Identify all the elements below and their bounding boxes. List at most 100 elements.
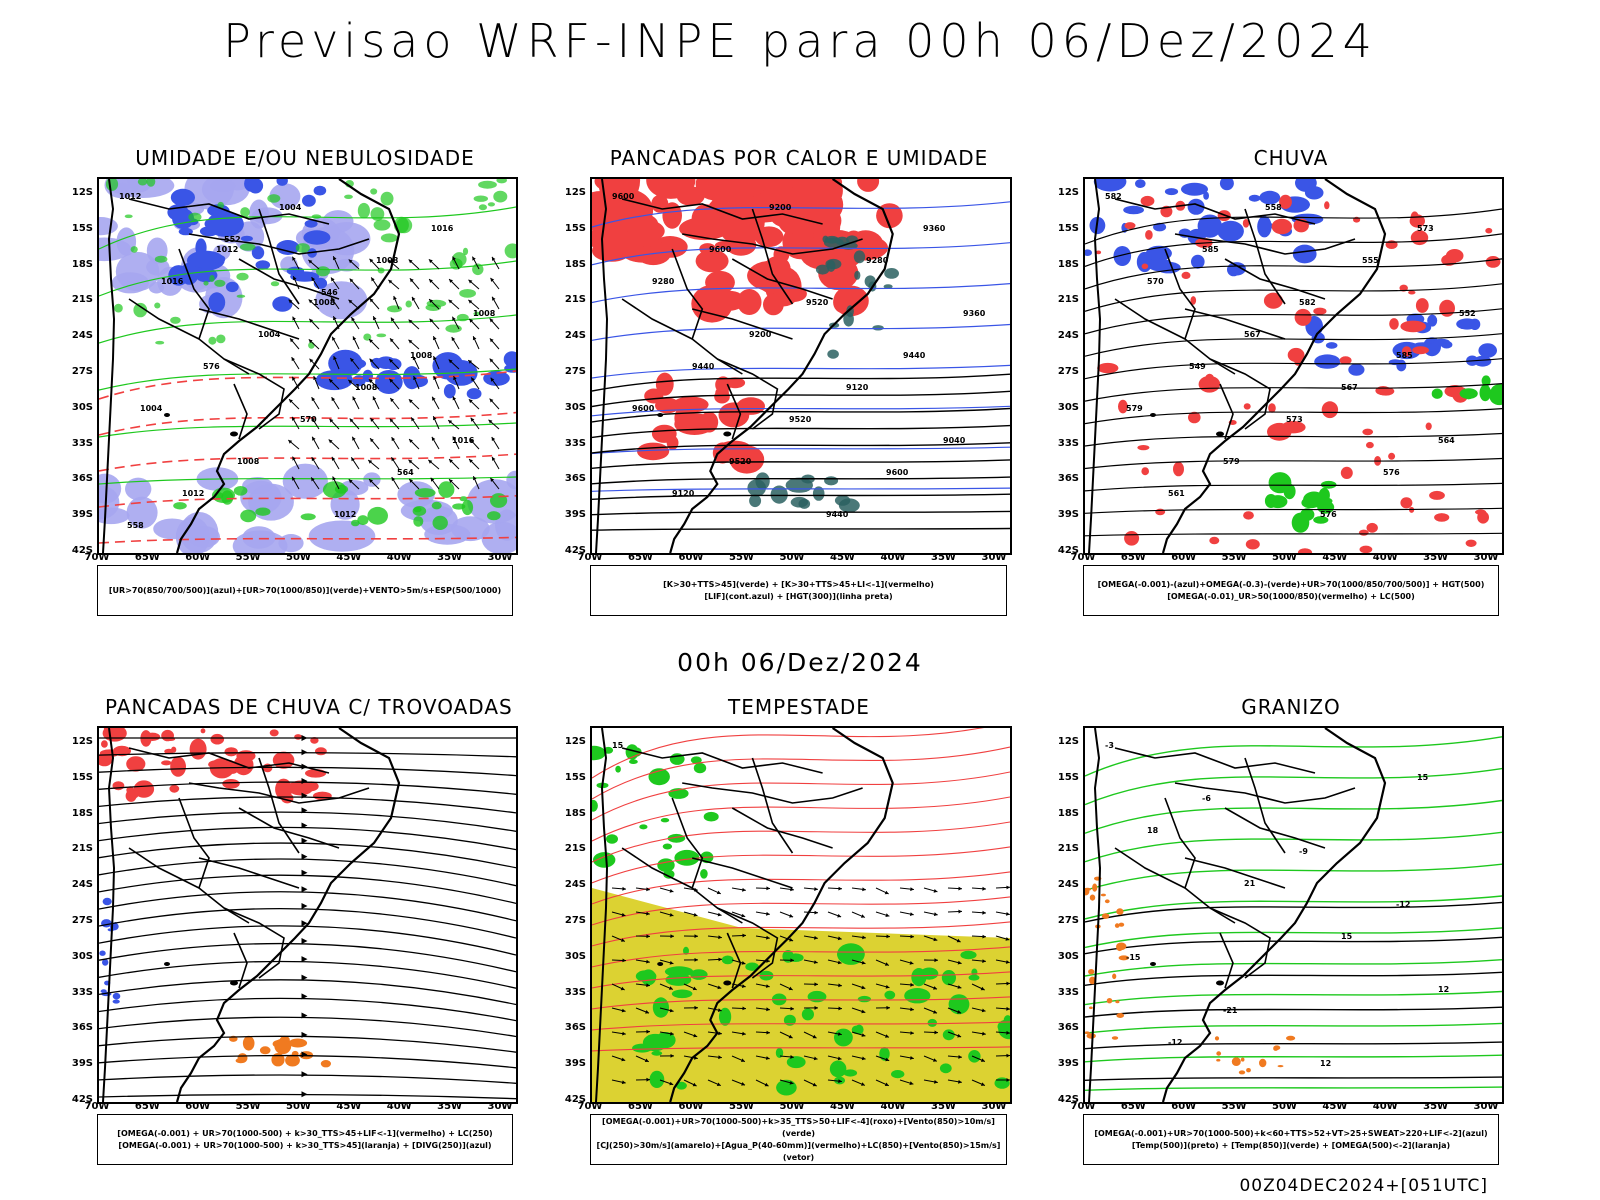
contour-label: 558 [127, 521, 144, 530]
longitude-tick-label: 40W [880, 1101, 906, 1112]
longitude-tick-label: 50W [779, 1101, 805, 1112]
contour-label: 570 [1147, 277, 1164, 286]
longitude-tick-label: 35W [1423, 1101, 1449, 1112]
contour-label: 582 [1105, 192, 1122, 201]
contour-label: 9600 [709, 245, 732, 254]
wind-850-green-north [592, 744, 719, 879]
latitude-tick-label: 30S [564, 950, 586, 962]
latitude-tick-label: 27S [1057, 915, 1079, 926]
longitude-tick-label: 40W [1372, 552, 1398, 563]
map-area [97, 726, 518, 1104]
longitude-tick-label: 70W [1070, 552, 1096, 563]
contour-label: 1008 [410, 351, 433, 360]
contour-label: 579 [1126, 404, 1143, 413]
longitude-tick-label: 50W [779, 552, 805, 563]
contour-label: 9600 [632, 404, 655, 413]
legend-line: [OMEGA(-0.001)+UR>70(1000-500)+k>35_TTS>… [602, 1116, 995, 1138]
contour-label: -6 [1202, 794, 1211, 803]
longitude-tick-label: 40W [1372, 1101, 1398, 1112]
latitude-tick-label: 36S [1057, 473, 1079, 485]
longitude-tick-label: 40W [880, 552, 906, 563]
longitude-tick-label: 55W [235, 1101, 261, 1112]
latitude-tick-label: 33S [564, 437, 586, 449]
latitude-tick-label: 21S [564, 294, 586, 306]
latitude-tick-label: 39S [1057, 509, 1079, 521]
contour-label: 1004 [140, 404, 163, 413]
legend-line: [OMEGA(-0.001) + UR>70(1000-500) + k>30_… [118, 1140, 492, 1150]
temp850-contours [1085, 736, 1502, 1091]
panel-title: CHUVA [1253, 146, 1329, 170]
contour-labels: 15 [612, 741, 624, 750]
latitude-tick-label: 24S [1057, 330, 1079, 342]
omega-green-east [1431, 375, 1502, 406]
map-area: 1012 1012 1008 1008 1004 1008 1012 1016 1016 1004… [97, 177, 518, 555]
unstable-green-south [747, 472, 860, 513]
panel-title: GRANIZO [1241, 695, 1341, 719]
contour-label: 1012 [334, 510, 356, 519]
legend-line: [OMEGA(-0.001)-(azul)+OMEGA(-0.3)-(verde… [1097, 579, 1485, 589]
longitude-tick-label: 60W [185, 552, 211, 563]
longitude-tick-label: 40W [386, 1101, 412, 1112]
omega-red-speckles [1095, 194, 1501, 553]
contour-label: 9440 [903, 351, 926, 360]
latitude-tick-label: 15S [71, 222, 93, 234]
streamlines-250hpa [99, 735, 516, 1100]
contour-label: 1016 [452, 436, 475, 445]
contour-label: 9200 [749, 330, 772, 339]
map-area: 582 585 582 585 579 579 576 573 570 567 567 564 561 5… [1083, 177, 1504, 555]
contour-label: 21 [1244, 879, 1256, 888]
middle-date: 00h 06/Dez/2024 [677, 648, 923, 677]
longitude-tick-label: 70W [84, 1101, 110, 1112]
omega-green [1264, 472, 1337, 533]
contour-label: 1004 [258, 330, 281, 339]
contour-label: 1004 [279, 203, 302, 212]
latitude-tick-label: 24S [564, 330, 586, 342]
orange-convection [229, 1035, 331, 1068]
longitude-tick-label: 45W [336, 1101, 362, 1112]
longitude-tick-label: 60W [1171, 1101, 1197, 1112]
omega500-orange [1085, 876, 1129, 1040]
contour-label: 9280 [652, 277, 675, 286]
latitude-tick-label: 21S [71, 294, 93, 306]
latitude-tick-label: 36S [564, 1022, 586, 1034]
temp500-contours [1085, 901, 1502, 1081]
longitude-tick-label: 50W [1272, 552, 1297, 563]
panel-title: PANCADAS POR CALOR E UMIDADE [609, 146, 989, 170]
legend-line: [OMEGA(-0.001)+UR>70(1000-500)+k<60+TTS>… [1094, 1128, 1488, 1138]
longitude-tick-label: 45W [830, 1101, 855, 1112]
longitude-tick-label: 35W [931, 1101, 956, 1112]
longitude-tick-label: 45W [830, 552, 855, 563]
longitude-tick-label: 30W [1473, 1101, 1499, 1112]
legend-box: [OMEGA(-0.001)+UR>70(1000-500)+k<60+TTS>… [1083, 1114, 1499, 1165]
contour-label: -12 [1168, 1038, 1182, 1047]
latitude-tick-label: 39S [1057, 1058, 1079, 1070]
contour-label: 567 [1244, 330, 1261, 339]
contour-label: 9120 [846, 383, 869, 392]
contour-label: 9280 [866, 256, 889, 265]
low-level-humidity [105, 179, 516, 349]
contour-label: -21 [1223, 1006, 1238, 1015]
contour-label: 1016 [431, 224, 454, 233]
longitude-tick-label: 65W [134, 552, 160, 563]
contour-label: 1008 [473, 309, 496, 318]
longitude-tick-label: 35W [931, 552, 956, 563]
contour-label: 573 [1286, 415, 1303, 424]
contour-label: 570 [300, 415, 317, 424]
legend-line: [K>30+TTS>45](verde) + [K>30+TTS>45+LI<-… [663, 579, 934, 589]
map-area: -3 -6 -9 -12 -15 -21 12 15 18 21 15 12 -12 [1083, 726, 1504, 1104]
longitude-tick-label: 55W [235, 552, 261, 563]
latitude-tick-label: 42S [564, 1094, 586, 1105]
main-title: Previsao WRF-INPE para 00h 06/Dez/2024 [223, 14, 1377, 68]
latitude-tick-label: 24S [564, 879, 586, 891]
contour-label: -9 [1299, 847, 1308, 856]
latitude-tick-label: 24S [71, 330, 93, 342]
latitude-tick-label: 42S [1057, 1094, 1079, 1105]
coastline-borders [1088, 179, 1387, 553]
contour-label: 549 [1189, 362, 1206, 371]
contour-label: 9520 [806, 298, 829, 307]
latitude-tick-label: 27S [71, 366, 93, 377]
latitude-tick-label: 33S [564, 986, 586, 998]
latitude-tick-label: 24S [71, 879, 93, 891]
contour-label: 1012 [216, 245, 238, 254]
contour-label: 576 [1320, 510, 1337, 519]
